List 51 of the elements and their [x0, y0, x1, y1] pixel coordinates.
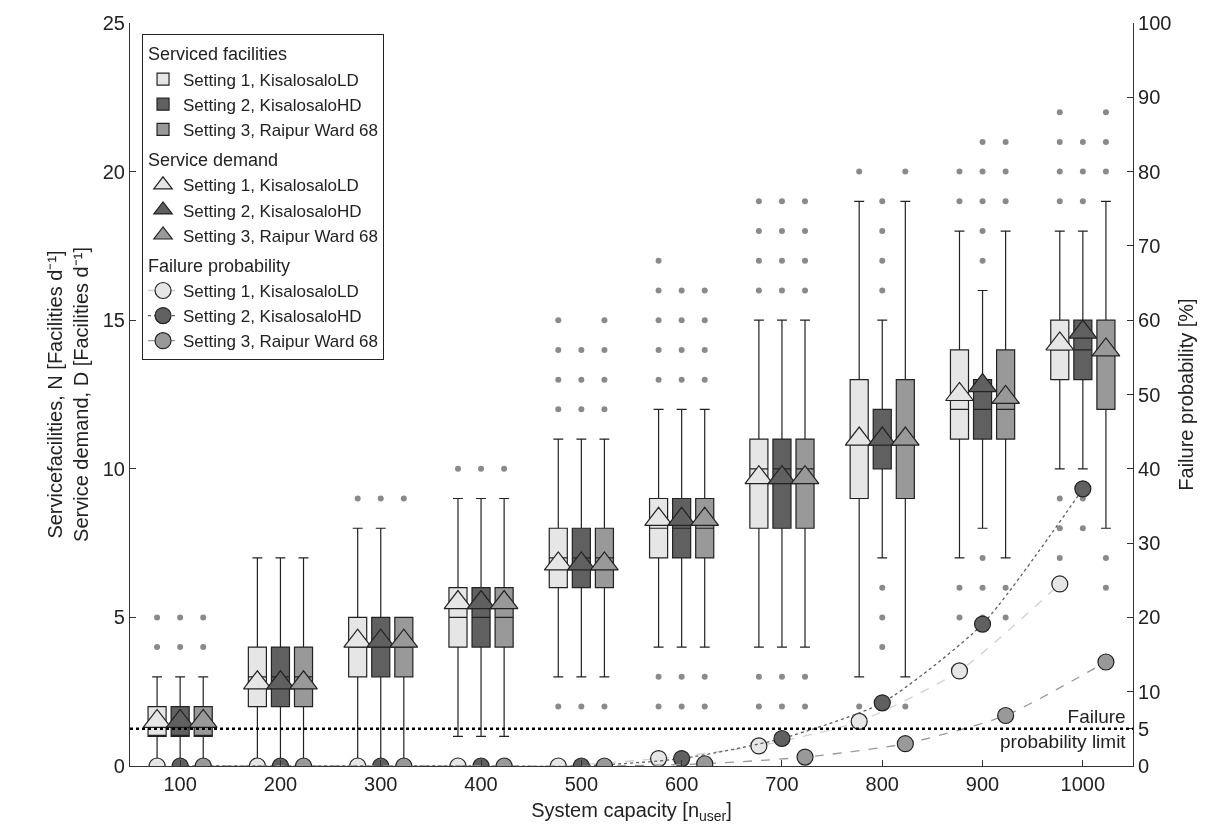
y-tick-label: 5 — [113, 606, 125, 629]
y2-tick-label: 100 — [1138, 12, 1172, 34]
y2-tick-label: 60 — [1138, 309, 1161, 332]
legend-label: Setting 2, KisalosaloHD — [183, 95, 362, 115]
y2-tick-label: 40 — [1138, 457, 1161, 480]
x-tick-label: 600 — [664, 773, 699, 796]
y2-tick-label: 80 — [1138, 160, 1161, 183]
y2-tick-label: 90 — [1138, 86, 1161, 109]
y2-tick-label: 30 — [1138, 532, 1161, 555]
y2-tick-label: 50 — [1138, 383, 1161, 406]
point — [968, 372, 998, 393]
x-tick-label: 300 — [364, 773, 398, 796]
y-axis-title: Servicefacilities, N [Facilities d⁻¹] Service demand, D [Facilities d⁻¹] — [44, 247, 93, 542]
x-tick-label: 900 — [965, 773, 1000, 796]
y-tick-label: 25 — [102, 12, 125, 34]
x-tick-label: 200 — [263, 773, 298, 796]
legend-label: Setting 1, KisalosaloLD — [183, 282, 359, 302]
y-tick-label: 0 — [113, 755, 125, 777]
x-axis-title: System capacity [n$_{user}$] — [531, 798, 732, 824]
point — [466, 589, 496, 610]
legend-label: Setting 3, Raipur Ward 68 — [183, 226, 378, 246]
y2-tick-label: 0 — [1138, 755, 1150, 777]
point — [188, 708, 218, 729]
y2-tick-label: 5 — [1138, 717, 1150, 740]
point — [165, 708, 195, 729]
annotation: Service demand — [148, 150, 279, 171]
x-tick-label: 100 — [163, 773, 197, 796]
legend-label: Setting 1, KisalosaloLD — [183, 176, 359, 196]
legend-label: Setting 1, KisalosaloLD — [183, 70, 359, 90]
y2-tick-label: 20 — [1138, 606, 1161, 629]
x-tick-label: 800 — [865, 773, 899, 796]
y2-axis-title: Failure probability [%] — [1174, 298, 1197, 491]
x-tick-label: 700 — [765, 773, 799, 796]
y2-tick-label: 10 — [1138, 680, 1161, 703]
point — [489, 589, 519, 610]
annotation: Serviced facilities — [148, 44, 288, 65]
y-tick-label: 15 — [102, 309, 125, 332]
point — [991, 384, 1021, 405]
x-tick-label: 500 — [564, 773, 599, 796]
y2-tick-label: 70 — [1138, 234, 1161, 257]
legend-label: Setting 3, Raipur Ward 68 — [183, 332, 378, 352]
y-tick-label: 20 — [102, 160, 125, 183]
legend-label: Setting 2, KisalosaloHD — [183, 307, 362, 327]
y-tick-label: 10 — [102, 457, 125, 480]
x-tick-label: 1000 — [1060, 773, 1106, 796]
legend-label: Setting 2, KisalosaloHD — [183, 201, 362, 221]
x-tick-label: 400 — [464, 773, 498, 796]
legend-label: Setting 3, Raipur Ward 68 — [183, 120, 378, 140]
point — [945, 381, 974, 402]
ref-line-label: Failure probability limit — [1000, 706, 1127, 752]
annotation: Failure probability — [148, 255, 291, 276]
